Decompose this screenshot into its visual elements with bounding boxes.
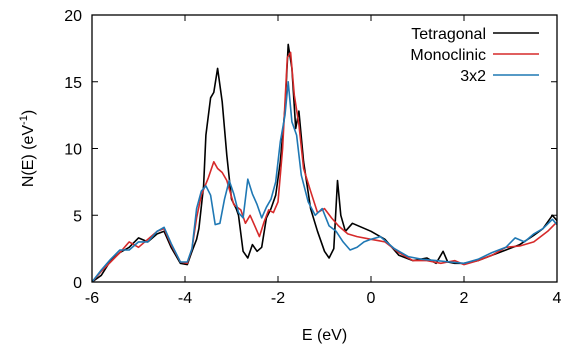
- y-axis-title-base: N(E) (eV: [20, 125, 37, 188]
- axis-ticks: -6 -4 -2 0 2 4 0 5 10 15 20: [64, 8, 561, 307]
- x-tick-label: 0: [367, 290, 376, 307]
- series-line-tetragonal: [91, 43, 558, 283]
- plot-frame: [91, 14, 558, 283]
- series-line-monoclinic: [91, 51, 558, 283]
- x-tick-label: -4: [178, 290, 192, 307]
- legend-label: Monoclinic: [410, 47, 486, 64]
- y-axis-title-superscript: -1: [18, 115, 30, 125]
- x-tick-label: 2: [460, 290, 469, 307]
- legend-label: 3x2: [460, 68, 486, 85]
- y-tick-label: 15: [64, 75, 82, 92]
- series-line-3x2: [91, 81, 558, 283]
- y-tick-label: 10: [64, 142, 82, 159]
- legend: Tetragonal Monoclinic 3x2: [410, 26, 539, 85]
- x-tick-label: -6: [85, 290, 99, 307]
- y-axis-title: N(E) (eV-1): [18, 110, 37, 187]
- plot-area: [91, 43, 558, 283]
- legend-label: Tetragonal: [411, 26, 486, 43]
- x-axis-title: E (eV): [302, 327, 347, 344]
- x-tick-label: 4: [553, 290, 562, 307]
- y-tick-label: 0: [73, 275, 82, 292]
- y-tick-label: 20: [64, 8, 82, 25]
- y-axis-title-close: ): [20, 110, 37, 115]
- x-tick-label: -2: [271, 290, 285, 307]
- y-tick-label: 5: [73, 208, 82, 225]
